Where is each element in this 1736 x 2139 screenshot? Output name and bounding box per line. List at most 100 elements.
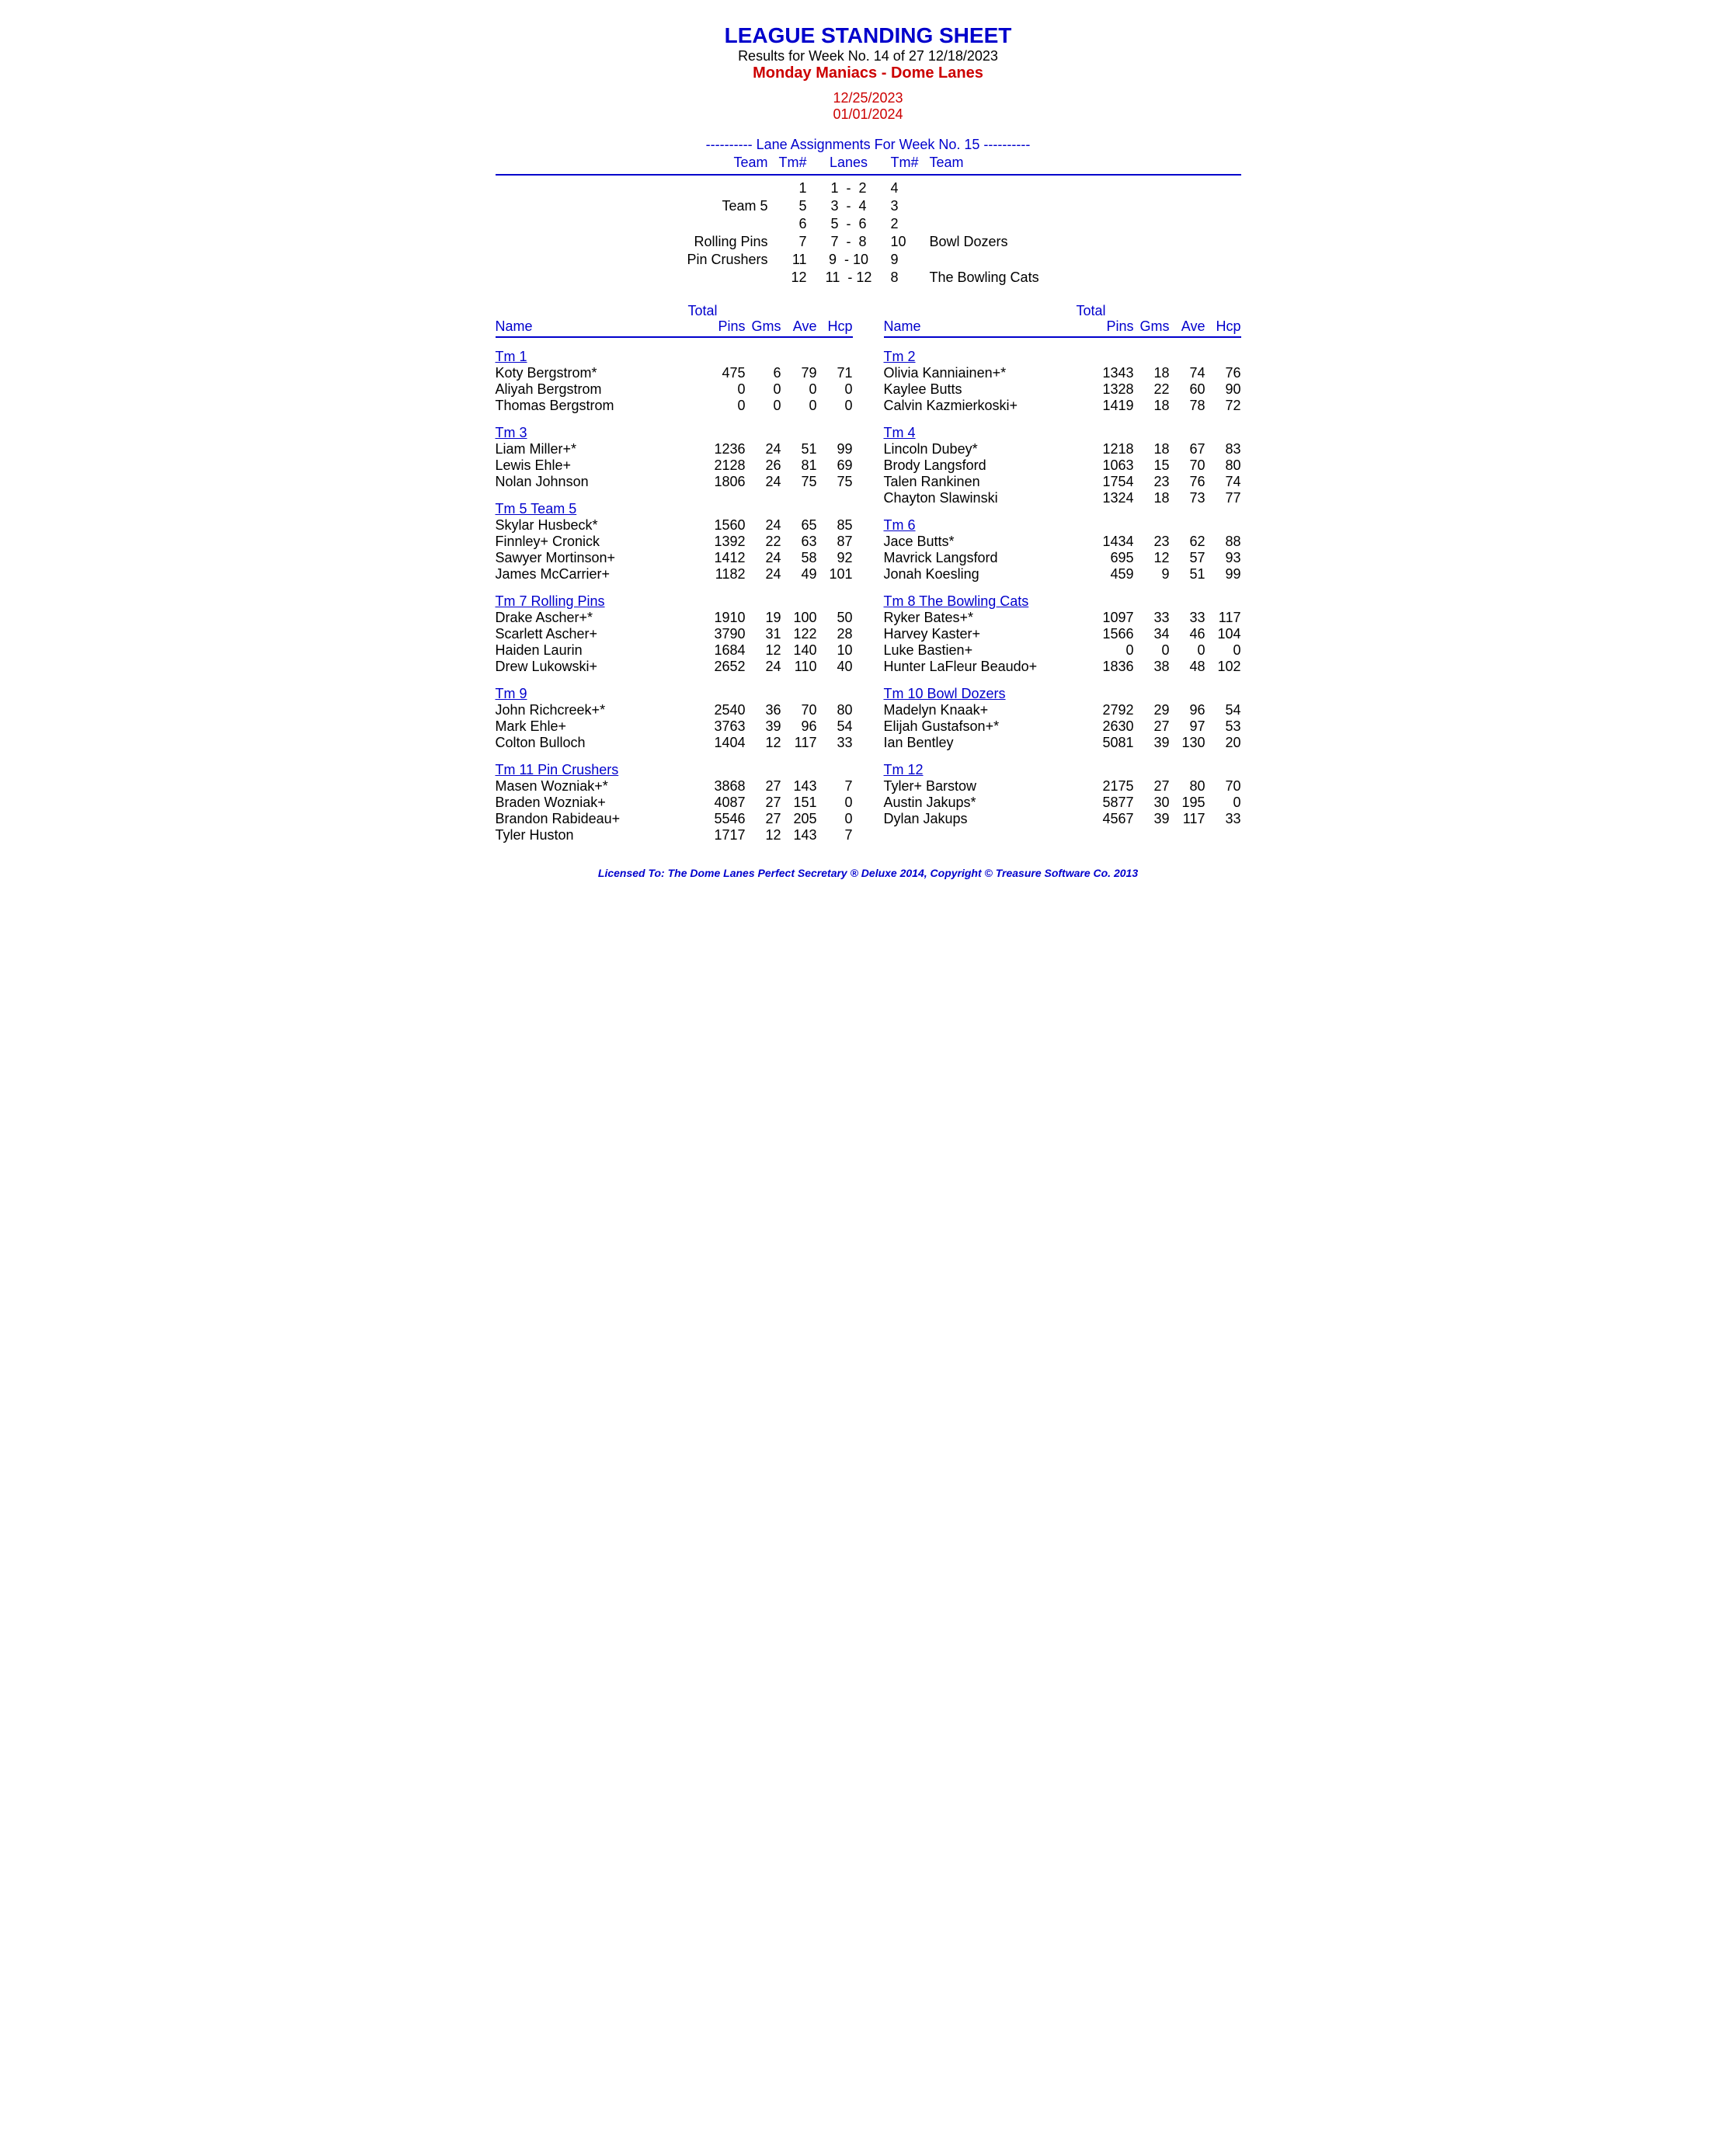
team-block: Tm 10 Bowl DozersMadelyn Knaak+279229965… xyxy=(884,686,1241,751)
player-name: Drew Lukowski+ xyxy=(496,659,703,675)
player-hcp: 74 xyxy=(1205,474,1241,490)
player-gms: 24 xyxy=(746,474,781,490)
player-row: Talen Rankinen1754237674 xyxy=(884,474,1241,490)
player-pins: 5877 xyxy=(1091,795,1134,811)
player-hcp: 69 xyxy=(817,457,853,474)
player-ave: 70 xyxy=(1170,457,1205,474)
player-row: Kaylee Butts1328226090 xyxy=(884,381,1241,398)
player-hcp: 87 xyxy=(817,534,853,550)
player-ave: 143 xyxy=(781,778,817,795)
team-name: Tm 12 xyxy=(884,762,1241,778)
player-ave: 46 xyxy=(1170,626,1205,642)
player-row: Brandon Rabideau+5546272050 xyxy=(496,811,853,827)
player-row: Haiden Laurin16841214010 xyxy=(496,642,853,659)
team-name: Tm 5 Team 5 xyxy=(496,501,853,517)
team-name: Tm 8 The Bowling Cats xyxy=(884,593,1241,610)
team-block: Tm 9John Richcreek+*2540367080Mark Ehle+… xyxy=(496,686,853,751)
player-row: Chayton Slawinski1324187377 xyxy=(884,490,1241,506)
lbl-total: Total xyxy=(688,303,718,319)
player-pins: 5081 xyxy=(1091,735,1134,751)
player-hcp: 80 xyxy=(817,702,853,718)
team-name: Tm 6 xyxy=(884,517,1241,534)
player-hcp: 54 xyxy=(1205,702,1241,718)
player-ave: 110 xyxy=(781,659,817,675)
player-ave: 75 xyxy=(781,474,817,490)
player-pins: 1806 xyxy=(703,474,746,490)
player-row: Skylar Husbeck*1560246585 xyxy=(496,517,853,534)
player-gms: 24 xyxy=(746,566,781,583)
player-ave: 100 xyxy=(781,610,817,626)
team-name: Tm 4 xyxy=(884,425,1241,441)
player-gms: 24 xyxy=(746,441,781,457)
player-name: Colton Bulloch xyxy=(496,735,703,751)
player-ave: 122 xyxy=(781,626,817,642)
player-gms: 24 xyxy=(746,517,781,534)
lane-tmn-left: 11 xyxy=(774,252,812,268)
team-block: Tm 1Koty Bergstrom*47567971Aliyah Bergst… xyxy=(496,349,853,414)
team-name: Tm 3 xyxy=(496,425,853,441)
player-hcp: 75 xyxy=(817,474,853,490)
player-hcp: 99 xyxy=(817,441,853,457)
player-row: Calvin Kazmierkoski+1419187872 xyxy=(884,398,1241,414)
player-gms: 18 xyxy=(1134,490,1170,506)
player-row: James McCarrier+11822449101 xyxy=(496,566,853,583)
player-hcp: 88 xyxy=(1205,534,1241,550)
player-hcp: 20 xyxy=(1205,735,1241,751)
player-name: Brody Langsford xyxy=(884,457,1091,474)
lane-lanes: 11 - 12 xyxy=(813,270,885,286)
player-name: Thomas Bergstrom xyxy=(496,398,703,414)
player-name: Liam Miller+* xyxy=(496,441,703,457)
player-hcp: 101 xyxy=(817,566,853,583)
player-gms: 30 xyxy=(1134,795,1170,811)
lbl-team2: Team xyxy=(925,155,1074,171)
player-ave: 140 xyxy=(781,642,817,659)
lane-lanes: 3 - 4 xyxy=(813,198,885,214)
player-row: Aliyah Bergstrom0000 xyxy=(496,381,853,398)
lane-tmn-left: 5 xyxy=(774,198,812,214)
player-row: Koty Bergstrom*47567971 xyxy=(496,365,853,381)
player-gms: 15 xyxy=(1134,457,1170,474)
player-name: Hunter LaFleur Beaudo+ xyxy=(884,659,1091,675)
player-name: Skylar Husbeck* xyxy=(496,517,703,534)
lane-tmn-right: 10 xyxy=(886,234,924,250)
player-gms: 34 xyxy=(1134,626,1170,642)
player-gms: 12 xyxy=(746,735,781,751)
player-pins: 5546 xyxy=(703,811,746,827)
lane-team-right xyxy=(925,216,1074,232)
player-pins: 1063 xyxy=(1091,457,1134,474)
team-name: Tm 1 xyxy=(496,349,853,365)
lane-tmn-left: 1 xyxy=(774,180,812,197)
lane-row: 1211 - 128The Bowling Cats xyxy=(663,270,1074,286)
off-date-1: 12/25/2023 xyxy=(496,90,1241,106)
player-gms: 31 xyxy=(746,626,781,642)
team-block: Tm 2Olivia Kanniainen+*1343187476Kaylee … xyxy=(884,349,1241,414)
player-hcp: 0 xyxy=(1205,795,1241,811)
player-name: Austin Jakups* xyxy=(884,795,1091,811)
lbl-tmn: Tm# xyxy=(774,155,812,171)
player-hcp: 80 xyxy=(1205,457,1241,474)
player-gms: 36 xyxy=(746,702,781,718)
league-name: Monday Maniacs - Dome Lanes xyxy=(496,64,1241,82)
player-row: Lincoln Dubey*1218186783 xyxy=(884,441,1241,457)
player-gms: 24 xyxy=(746,550,781,566)
lane-team-right: Bowl Dozers xyxy=(925,234,1074,250)
lane-team-right xyxy=(925,198,1074,214)
player-pins: 1236 xyxy=(703,441,746,457)
standings-columns: Total Name Pins Gms Ave Hcp Tm 1Koty Ber… xyxy=(496,303,1241,843)
player-name: Masen Wozniak+* xyxy=(496,778,703,795)
player-pins: 1097 xyxy=(1091,610,1134,626)
player-gms: 12 xyxy=(746,827,781,843)
player-ave: 70 xyxy=(781,702,817,718)
team-block: Tm 11 Pin CrushersMasen Wozniak+*3868271… xyxy=(496,762,853,843)
player-row: Luke Bastien+0000 xyxy=(884,642,1241,659)
player-pins: 1412 xyxy=(703,550,746,566)
player-gms: 39 xyxy=(1134,811,1170,827)
player-ave: 73 xyxy=(1170,490,1205,506)
player-gms: 39 xyxy=(746,718,781,735)
player-hcp: 7 xyxy=(817,778,853,795)
column-header: Name Pins Gms Ave Hcp xyxy=(496,318,853,338)
player-pins: 695 xyxy=(1091,550,1134,566)
player-hcp: 50 xyxy=(817,610,853,626)
player-gms: 0 xyxy=(746,398,781,414)
player-name: Calvin Kazmierkoski+ xyxy=(884,398,1091,414)
